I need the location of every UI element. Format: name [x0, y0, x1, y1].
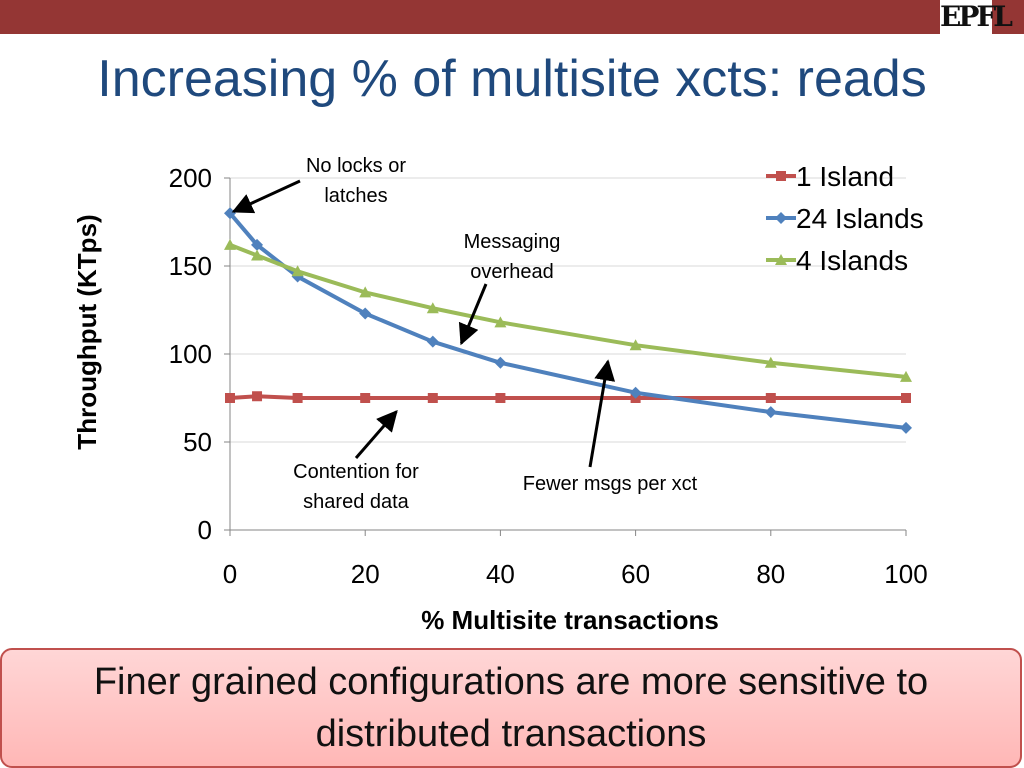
- x-tick-label: 100: [884, 559, 927, 589]
- annotation-text: Messaging: [464, 231, 561, 253]
- y-tick-label: 0: [198, 515, 212, 545]
- series-line: [229, 394, 906, 400]
- annotation-3: Contention for shared data: [293, 409, 419, 513]
- annotation-text: Fewer msgs per xct: [523, 473, 698, 495]
- legend-swatch-marker: [775, 212, 787, 224]
- annotation-arrow: [458, 283, 488, 346]
- annotation-2: Messaging overhead: [458, 231, 561, 346]
- top-banner: EPFL: [0, 0, 1024, 34]
- legend-entry-24-islands: 24 Islands: [766, 203, 924, 234]
- gridlines: [230, 177, 906, 443]
- x-tick-label: 80: [756, 559, 785, 589]
- data-point: [629, 339, 642, 351]
- x-axis-title: % Multisite transactions: [421, 605, 719, 635]
- data-point: [426, 335, 439, 348]
- series-1-island: [225, 391, 911, 403]
- data-point: [764, 406, 777, 419]
- annotation-text: Contention for: [293, 461, 419, 483]
- data-point: [426, 302, 439, 314]
- annotation-text: overhead: [470, 261, 553, 283]
- y-axis-title: Throughput (KTps): [72, 214, 102, 449]
- data-point: [292, 393, 303, 403]
- data-point: [225, 393, 235, 403]
- data-point: [251, 238, 264, 251]
- series-lines: [224, 207, 912, 434]
- legend-label: 1 Island: [796, 161, 894, 192]
- data-point: [252, 391, 263, 402]
- line-chart: 0 50 100 150 200 0 20 40 60 80 100 % Multisite tran…: [72, 155, 928, 635]
- annotation-text: latches: [324, 185, 387, 207]
- slide-title: Increasing % of multisite xcts: reads: [97, 50, 927, 108]
- annotation-text: shared data: [303, 491, 410, 513]
- data-point: [495, 393, 506, 403]
- data-point: [359, 286, 372, 298]
- y-tick-label: 50: [183, 427, 212, 457]
- data-point: [900, 421, 912, 434]
- x-tick-label: 40: [486, 559, 515, 589]
- data-point: [494, 356, 507, 369]
- y-tick-label: 150: [169, 251, 212, 281]
- annotation-arrow: [354, 409, 398, 459]
- annotation-text: No locks or: [306, 155, 406, 177]
- data-point: [901, 393, 911, 403]
- data-point: [359, 307, 372, 320]
- data-point: [427, 393, 438, 403]
- data-point: [224, 238, 236, 250]
- series-4-islands: [224, 238, 912, 382]
- annotation-arrow: [231, 179, 301, 214]
- legend-label: 4 Islands: [796, 245, 908, 276]
- legend-label: 24 Islands: [796, 203, 924, 234]
- data-point: [900, 370, 912, 382]
- data-point: [765, 393, 776, 403]
- data-point: [291, 265, 304, 277]
- data-point: [360, 393, 371, 403]
- data-point: [764, 356, 777, 368]
- axes: 0 50 100 150 200 0 20 40 60 80 100 % Multisite tran…: [72, 163, 928, 635]
- data-point: [494, 316, 507, 328]
- annotation-4: Fewer msgs per xct: [523, 359, 698, 495]
- summary-text: Finer grained configurations are more se…: [93, 661, 929, 755]
- legend: 1 Island 24 Islands 4 Islands: [766, 161, 924, 276]
- y-tick-label: 100: [169, 339, 212, 369]
- legend-entry-1-island: 1 Island: [766, 161, 894, 192]
- annotation-arrow: [588, 359, 616, 468]
- legend-swatch-marker: [775, 254, 787, 265]
- annotations: No locks or latches Messaging overhead Conte…: [231, 155, 698, 513]
- x-tick-label: 20: [351, 559, 380, 589]
- data-point: [251, 249, 264, 261]
- summary-callout: Finer grained configurations are more se…: [0, 648, 1022, 768]
- y-tick-label: 200: [169, 163, 212, 193]
- annotation-1: No locks or latches: [231, 155, 406, 214]
- x-tick-label: 60: [621, 559, 650, 589]
- legend-entry-4-islands: 4 Islands: [766, 245, 908, 276]
- legend-swatch-marker: [776, 171, 786, 181]
- x-tick-label: 0: [223, 559, 237, 589]
- data-point: [629, 386, 642, 399]
